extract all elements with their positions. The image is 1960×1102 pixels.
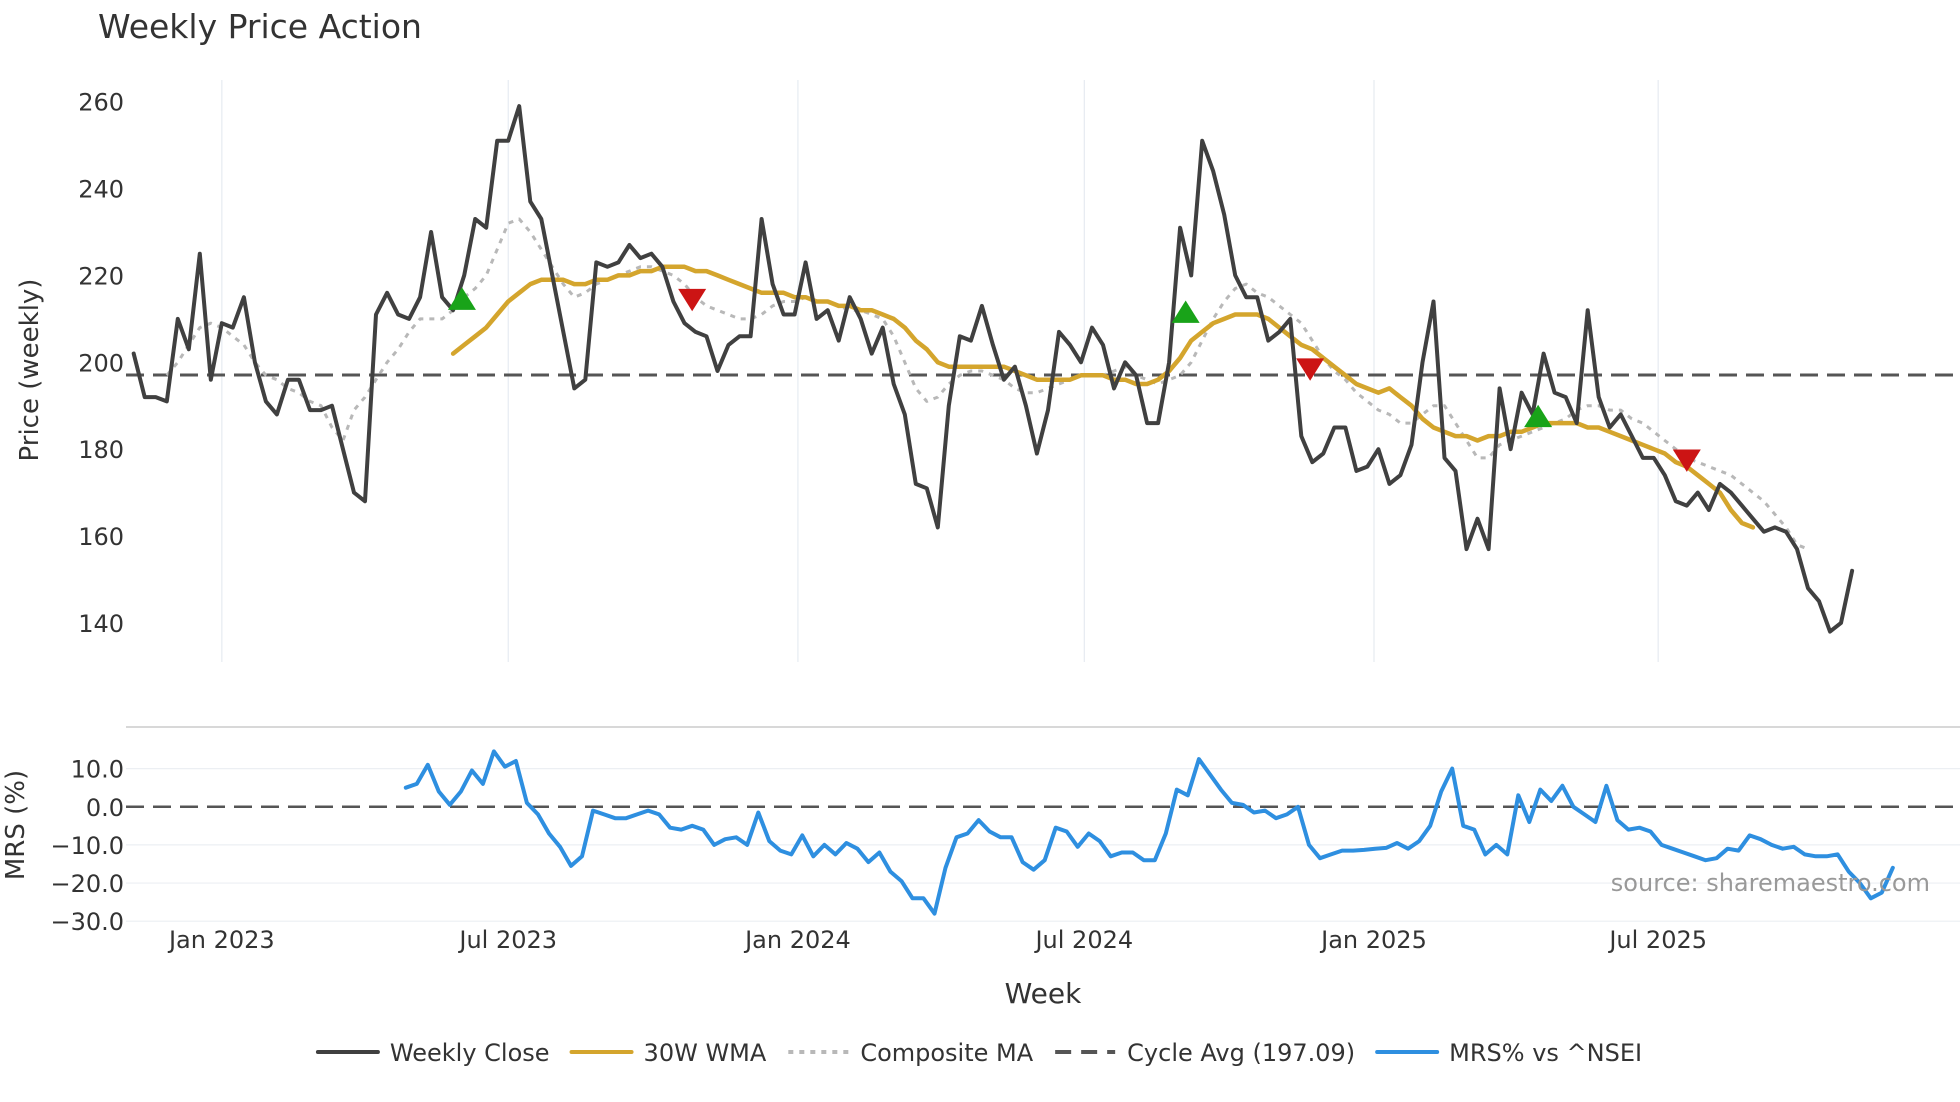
x-tick-label: Jan 2024 [743,926,851,954]
composite-ma-line [165,217,1809,551]
price-y-axis-label: Price (weekly) [15,279,45,462]
x-tick-label: Jan 2023 [167,926,275,954]
legend-label: MRS% vs ^NSEI [1449,1039,1642,1067]
sell-signal-marker [678,288,707,312]
price-panel: 140 160 180 200 220 240 260 Price (weekly) [15,80,1960,662]
mrs-panel: 10.0 0.0 −10.0 −20.0 −30.0 MRS (%) source: s… [1,749,1960,937]
x-tick-label: Jan 2025 [1319,926,1427,954]
x-tick-label: Jul 2025 [1607,926,1707,954]
price-y-tick-label: 180 [78,436,124,464]
price-y-tick-label: 200 [78,349,124,377]
mrs-y-tick-label: −10.0 [50,832,124,860]
price-y-tick-label: 240 [78,176,124,204]
mrs-y-tick-label: 0.0 [86,794,124,822]
legend-label: Weekly Close [390,1039,550,1067]
legend-label: Cycle Avg (197.09) [1127,1039,1355,1067]
price-y-tick-label: 220 [78,262,124,290]
x-axis-ticks: Jan 2023 Jul 2023 Jan 2024 Jul 2024 Jan 2025… [167,926,1707,954]
mrs-series-lines [126,749,1960,916]
price-series-lines [126,104,1960,634]
mrs-gridlines [126,768,1960,922]
price-gridlines [221,80,1659,662]
mrs-y-tick-label: −30.0 [50,908,124,936]
sell-signal-marker [1672,449,1701,472]
mrs-y-ticks: 10.0 0.0 −10.0 −20.0 −30.0 [50,756,124,937]
legend: Weekly Close 30W WMA Composite MA Cycle Avg… [315,1039,1642,1067]
signal-markers [447,287,1701,472]
price-y-ticks: 140 160 180 200 220 240 260 [78,89,124,638]
price-y-tick-label: 140 [78,610,124,638]
buy-signal-marker [1171,300,1200,323]
mrs-y-tick-label: 10.0 [71,756,124,784]
sell-signal-marker [1296,358,1325,381]
mrs-y-axis-label: MRS (%) [1,770,31,880]
x-tick-label: Jul 2024 [1033,926,1133,954]
x-tick-label: Jul 2023 [457,926,557,954]
source-note: source: sharemaestro.com [1611,869,1930,897]
chart-title: Weekly Price Action [98,7,422,46]
legend-label: Composite MA [860,1039,1033,1067]
mrs-y-tick-label: −20.0 [50,870,124,898]
legend-label: 30W WMA [644,1039,767,1067]
30w-wma-line [450,264,1756,530]
buy-signal-marker [447,287,476,310]
x-axis-label: Week [1005,977,1082,1010]
price-y-tick-label: 260 [78,89,124,117]
price-y-tick-label: 160 [78,523,124,551]
buy-signal-marker [1524,404,1553,428]
mrs-vs-nsei-line [403,749,1895,916]
weekly-close-line [131,104,1855,634]
